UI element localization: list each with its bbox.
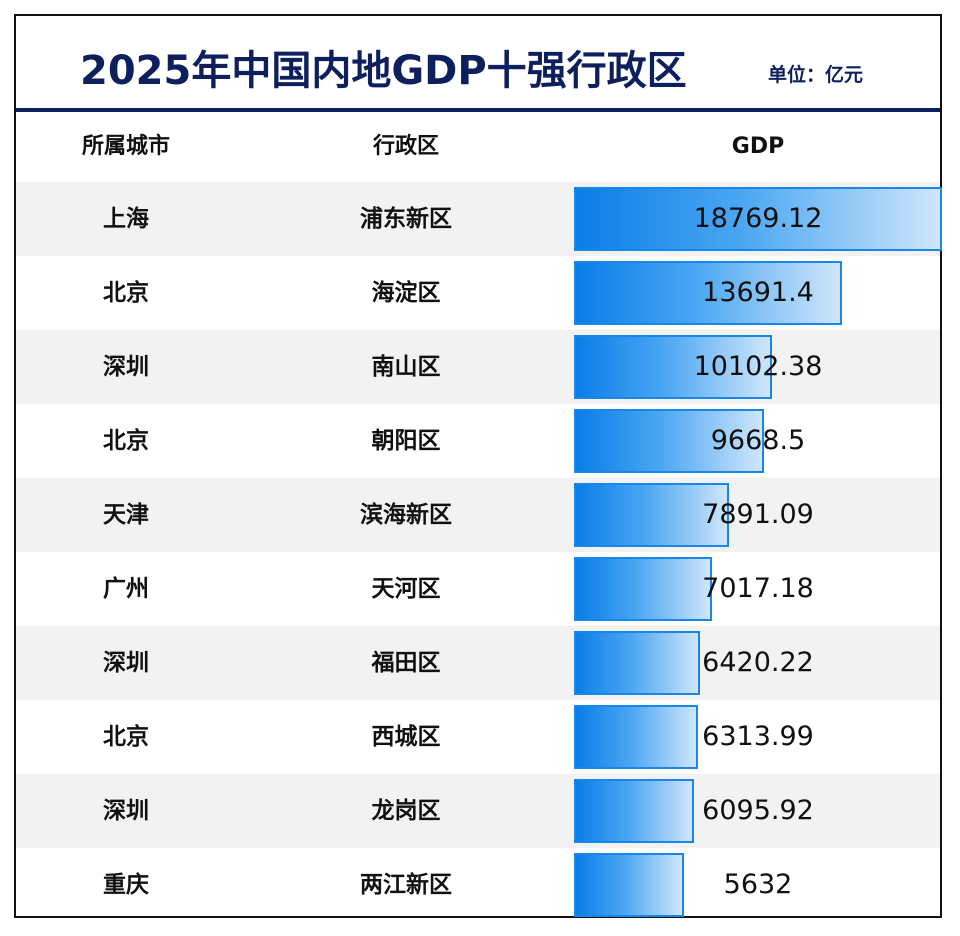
gdp-value-label: 13691.4 <box>702 277 814 308</box>
district-cell: 滨海新区 <box>360 502 452 528</box>
table-row: 深圳 南山区 10102.38 <box>16 330 940 404</box>
table-row: 北京 朝阳区 9668.5 <box>16 404 940 478</box>
gdp-value-label: 7891.09 <box>702 499 814 530</box>
gdp-bar <box>574 483 729 547</box>
city-cell: 北京 <box>103 428 149 454</box>
table-row: 重庆 两江新区 5632 <box>16 848 940 922</box>
table-row: 深圳 龙岗区 6095.92 <box>16 774 940 848</box>
city-cell: 北京 <box>103 724 149 750</box>
gdp-bar <box>574 705 698 769</box>
district-cell: 福田区 <box>371 650 441 676</box>
gdp-bar <box>574 853 684 917</box>
city-cell: 上海 <box>103 206 149 232</box>
gdp-value-label: 6313.99 <box>702 721 814 752</box>
city-cell: 北京 <box>103 280 149 306</box>
district-cell: 龙岗区 <box>371 798 441 824</box>
table-header: 所属城市 行政区 GDP <box>16 112 940 182</box>
district-cell: 浦东新区 <box>360 206 452 232</box>
gdp-value-label: 9668.5 <box>710 425 806 456</box>
city-cell: 广州 <box>103 576 149 602</box>
unit-label: 单位：亿元 <box>768 64 864 86</box>
district-cell: 两江新区 <box>360 872 452 898</box>
column-header-city: 所属城市 <box>81 134 170 159</box>
gdp-bar <box>574 261 842 325</box>
city-cell: 天津 <box>103 502 149 528</box>
gdp-value-label: 5632 <box>723 869 793 900</box>
table-row: 深圳 福田区 6420.22 <box>16 626 940 700</box>
gdp-bar <box>574 335 772 399</box>
gdp-value-label: 6420.22 <box>702 647 814 678</box>
table-row: 北京 西城区 6313.99 <box>16 700 940 774</box>
district-cell: 西城区 <box>371 724 441 750</box>
gdp-bar <box>574 779 694 843</box>
district-cell: 天河区 <box>371 576 441 602</box>
city-cell: 深圳 <box>103 650 149 676</box>
district-cell: 朝阳区 <box>371 428 441 454</box>
gdp-value-label: 7017.18 <box>702 573 814 604</box>
city-cell: 深圳 <box>103 798 149 824</box>
gdp-value-label: 6095.92 <box>702 795 814 826</box>
gdp-value-label: 18769.12 <box>693 203 823 234</box>
title-divider <box>16 108 940 112</box>
district-cell: 南山区 <box>371 354 441 380</box>
gdp-bar <box>574 187 942 251</box>
table-frame: 2025年中国内地GDP十强行政区 单位：亿元 所属城市 行政区 GDP 上海 浦… <box>14 14 942 918</box>
column-header-district: 行政区 <box>372 134 439 159</box>
table-row: 北京 海淀区 13691.4 <box>16 256 940 330</box>
gdp-bar <box>574 631 700 695</box>
table-row: 上海 浦东新区 18769.12 <box>16 182 942 256</box>
gdp-value-label: 10102.38 <box>693 351 823 382</box>
district-cell: 海淀区 <box>371 280 441 306</box>
city-cell: 重庆 <box>103 872 149 898</box>
gdp-bar <box>574 409 764 473</box>
gdp-bar <box>574 557 712 621</box>
column-header-gdp: GDP <box>731 134 785 159</box>
city-cell: 深圳 <box>103 354 149 380</box>
title-bar: 2025年中国内地GDP十强行政区 单位：亿元 <box>16 16 940 108</box>
table-row: 天津 滨海新区 7891.09 <box>16 478 940 552</box>
page-title: 2025年中国内地GDP十强行政区 <box>80 48 687 94</box>
table-row: 广州 天河区 7017.18 <box>16 552 940 626</box>
